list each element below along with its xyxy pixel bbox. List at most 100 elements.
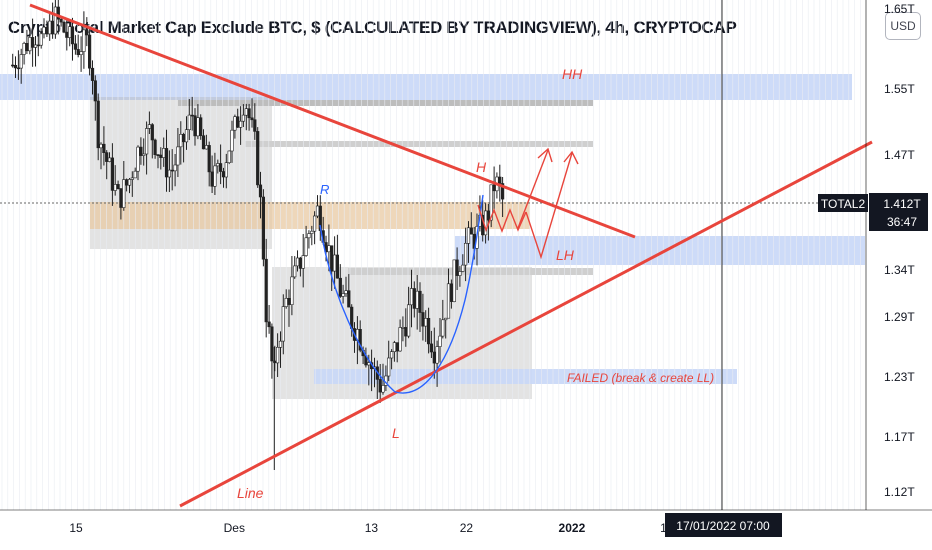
time-tick-label: 22 [460,521,474,535]
candle-body [298,257,303,269]
time-labels: 15Des1322202210 [69,521,673,535]
candle-body [127,179,132,186]
candle-body [133,170,137,179]
candle-body [492,184,496,192]
candle-body [241,114,246,122]
candle-body [310,230,314,234]
candle-body [199,117,203,136]
candle-body [444,317,448,321]
candle-body [139,146,143,156]
candle-body [73,43,77,50]
candle-body [150,124,154,141]
candle-body [239,120,243,128]
candle-body [221,171,226,178]
descending-trendline [29,3,636,239]
candle-body [204,145,209,150]
candle-body [452,259,456,302]
candle-body [290,276,294,305]
candle-body [233,116,237,131]
candle-body [455,259,459,276]
candle-body [258,184,263,198]
candle-body [99,143,103,149]
gray-bar-1 [178,100,593,106]
candle-body [11,64,15,67]
candle-body [170,169,174,172]
candle-body [13,65,18,69]
candle-body [500,183,505,200]
candle-body [105,152,109,162]
candle-body [207,145,211,173]
candle-body [130,177,134,180]
candle-body [395,342,399,352]
candle-body [301,255,305,269]
crosshair-date-tag [665,513,782,537]
candle-body [39,33,43,46]
candle-body [358,328,362,351]
time-tick-label: 15 [69,521,83,535]
candle-body [76,49,80,56]
candle-body [449,283,454,302]
candle-body [409,288,414,306]
candle-body [270,326,274,362]
lh-zone [455,236,865,265]
candle-body [96,100,100,149]
candle-body [415,290,419,309]
candle-body [182,134,186,143]
candle-body [85,29,89,36]
candle-body [293,265,297,278]
candle-body [418,290,422,313]
price-tick-label: 1.23T [884,370,915,384]
projection-arrow-1-head [537,147,553,163]
candle-body [295,257,300,267]
candle-body [196,117,200,137]
price-tick-label: 1.29T [884,310,915,324]
price-labels: 1.65T 1.55T 1.47T 1.34T 1.29T 1.23T 1.17T 1.12T [884,2,915,499]
candle-body [36,44,40,47]
label-h: H [476,159,487,175]
price-tag [869,193,928,231]
candle-body [287,297,291,305]
candle-body [401,327,405,329]
candle-body [50,20,55,35]
candle-body [244,108,248,116]
candle-body [82,29,86,52]
candle-body [79,51,83,55]
label-r: R [320,182,329,197]
projection-arrow-1 [517,149,549,229]
candle-body [28,37,32,52]
candle-body [45,26,49,35]
price-tick-label: 1.12T [884,485,915,499]
currency-button[interactable]: USD [885,12,921,40]
candle-body [424,317,428,327]
candle-body [275,346,280,364]
candle-body [256,131,260,186]
candle-body [367,362,371,366]
crosshair-date-text: 17/01/2022 07:00 [676,519,770,533]
candle-body [446,283,451,319]
candle-body [25,42,29,52]
candles-layer [11,0,505,470]
candle-body [147,124,152,129]
resistance-zone [90,202,530,229]
candle-body [190,114,194,117]
candle-body [107,157,112,162]
candle-body [315,205,320,217]
candle-body [30,37,35,48]
candle-body [347,290,351,308]
candle-body [179,134,183,148]
symbol-tag-text: TOTAL2 [821,197,866,211]
candle-body [483,210,488,236]
candle-body [304,237,308,256]
candle-body [332,254,337,272]
candle-body [498,176,502,184]
candle-body [56,6,60,20]
candle-body [102,143,106,153]
candle-body [278,340,283,348]
candle-body [176,146,180,166]
label-line: Line [237,485,264,501]
label-failed: FAILED (break & create LL) [567,371,714,385]
candle-body [62,21,66,33]
candle-body [216,163,220,167]
candle-body [387,357,391,377]
